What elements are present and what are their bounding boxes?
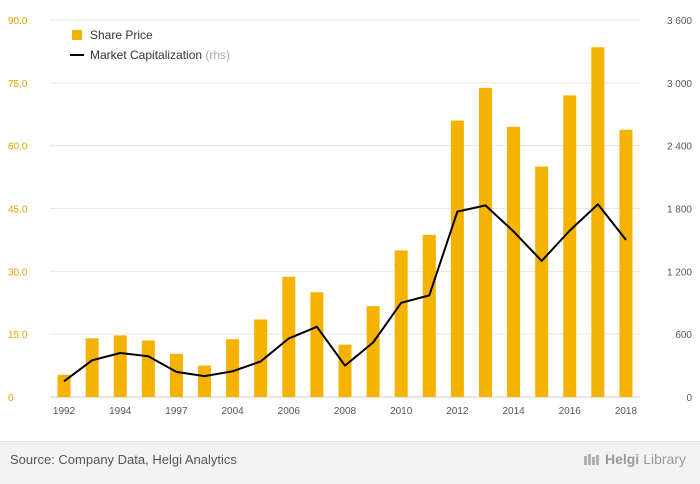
y-left-tick-label: 15.0 [8,330,28,341]
footer: Source: Company Data, Helgi Analytics He… [0,441,700,484]
bar-share-price [507,126,521,398]
bar-share-price [338,344,352,397]
library-icon [583,454,599,465]
legend-label-market-cap: Market Capitalization (rhs) [90,48,230,62]
bar-share-price [85,338,99,397]
x-tick-label: 2012 [446,406,469,417]
bar-share-price [478,87,492,398]
helgi-library-logo[interactable]: Helgi Library [583,451,686,467]
x-tick-label: 2008 [334,406,357,417]
bar-share-price [226,339,240,397]
x-tick-label: 1994 [109,406,132,417]
chart: 0 0 15.0 600 30.0 1 200 45.0 1 800 60.0 2 400 75.0… [8,16,692,417]
y-right-tick-label: 3 600 [667,16,692,27]
y-right-tick-label: 1 200 [667,267,692,278]
y-right-tick-label: 1 800 [667,205,692,216]
bar-share-price [141,340,155,397]
bar-share-price [422,234,436,397]
bar-share-price [198,365,212,397]
bar-share-price [619,129,633,397]
y-right-tick-label: 2 400 [667,142,692,153]
brand-name-bold: Helgi [604,451,640,467]
y-right-tick-label: 3 000 [667,79,692,90]
x-tick-label: 2018 [615,406,638,417]
y-right-tick-label: 600 [675,330,692,341]
x-tick-label: 2016 [559,406,582,417]
line-market-capitalization [63,203,627,383]
y-right-tick-label: 0 [686,393,692,404]
legend-label-share-price: Share Price [90,28,153,42]
bar-share-price [113,335,127,397]
brand-name-light: Library [643,451,686,467]
bar-share-price [254,319,268,397]
bar-share-price [57,374,71,397]
legend-rhs-suffix: (rhs) [205,48,230,62]
legend-swatch-share-price [72,30,82,40]
x-tick-label: 2014 [502,406,525,417]
bar-share-price [366,306,380,397]
bar-share-price [310,292,324,397]
x-tick-label: 1997 [165,406,188,417]
y-left-tick-label: 60.0 [8,142,28,153]
x-tick-label: 2006 [278,406,301,417]
bar-share-price [591,47,605,397]
bar-share-price [394,250,408,397]
x-tick-label: 2004 [221,406,244,417]
x-tick-label: 2010 [390,406,413,417]
y-left-tick-label: 0 [8,393,14,404]
source-note: Source: Company Data, Helgi Analytics [10,452,237,467]
y-left-tick-label: 90.0 [8,16,28,27]
x-tick-label: 1992 [53,406,76,417]
bar-share-price [535,166,549,397]
bar-share-price [169,353,183,397]
y-left-tick-label: 75.0 [8,79,28,90]
y-left-tick-label: 30.0 [8,267,28,278]
bar-share-price [563,95,577,398]
y-left-tick-label: 45.0 [8,205,28,216]
bar-share-price [450,120,464,398]
bar-share-price [282,276,296,397]
